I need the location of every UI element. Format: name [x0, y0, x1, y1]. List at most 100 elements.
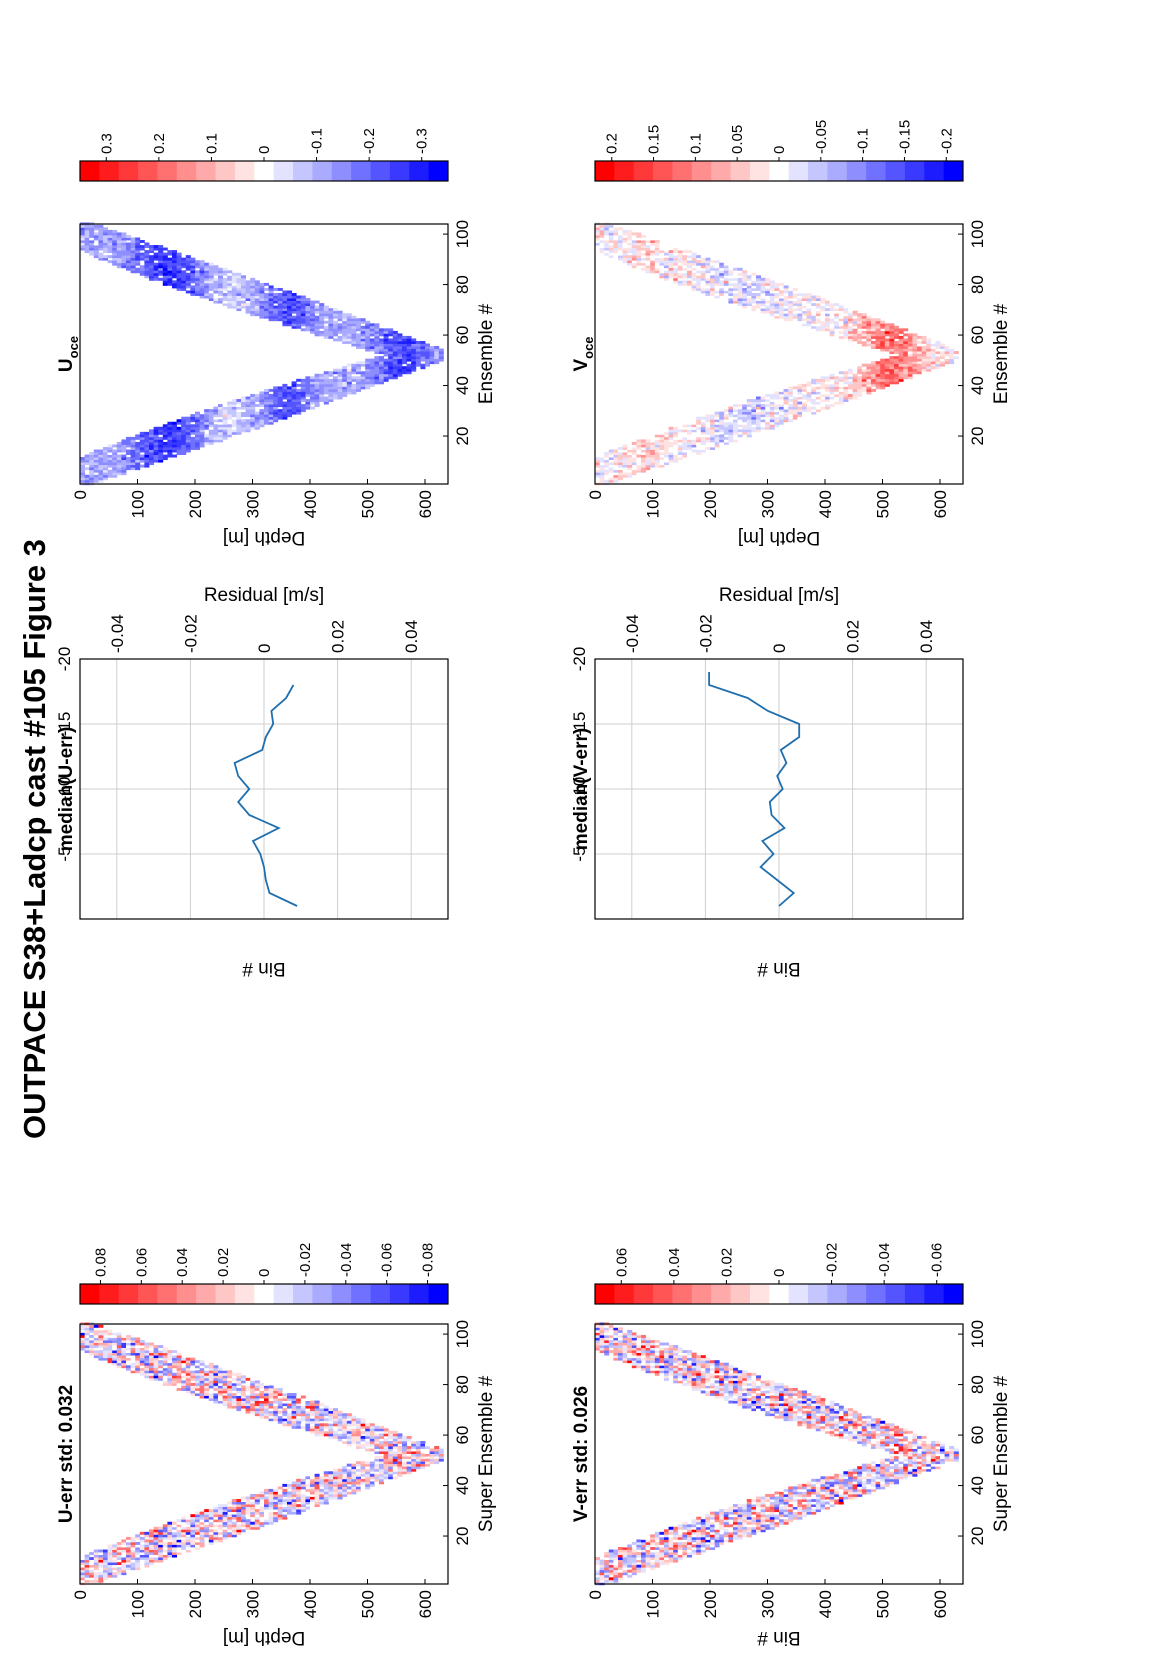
heatmap-cell	[227, 1501, 233, 1505]
heatmap-cell	[411, 1446, 417, 1449]
heatmap-cell	[139, 255, 145, 259]
heatmap-cell	[273, 298, 279, 301]
heatmap-cell	[627, 1559, 633, 1563]
heatmap-cell	[636, 1559, 642, 1563]
heatmap-cell	[259, 315, 265, 319]
heatmap-cell	[93, 479, 99, 483]
heatmap-cell	[857, 1486, 863, 1490]
heatmap-cell	[204, 1382, 210, 1386]
heatmap-cell	[254, 1496, 260, 1500]
u-oce-title: Uoce	[56, 336, 81, 372]
heatmap-cell	[172, 1382, 177, 1386]
heatmap-cell	[264, 1521, 269, 1525]
heatmap-cell	[388, 346, 394, 349]
heatmap-cell	[84, 250, 90, 254]
heatmap-cell	[112, 454, 118, 458]
heatmap-cell	[236, 1516, 242, 1520]
heatmap-cell	[351, 325, 357, 329]
heatmap-cell	[89, 1562, 95, 1566]
colorbar-swatch	[196, 161, 217, 181]
heatmap-cell	[199, 1375, 205, 1379]
heatmap-cell	[351, 1438, 357, 1442]
heatmap-cell	[273, 1511, 279, 1515]
heatmap-cell	[204, 295, 210, 299]
heatmap-cell	[135, 250, 141, 254]
heatmap-cell	[273, 1493, 279, 1497]
heatmap-cell	[356, 1423, 361, 1427]
heatmap-cell	[305, 1499, 311, 1502]
heatmap-cell	[802, 1509, 807, 1513]
heatmap-cell	[287, 1493, 292, 1497]
heatmap-cell	[314, 1501, 320, 1505]
heatmap-cell	[144, 431, 150, 435]
heatmap-cell	[314, 1405, 320, 1409]
heatmap-cell	[719, 1511, 725, 1515]
heatmap-cell	[392, 1453, 398, 1457]
heatmap-cell	[949, 1458, 955, 1462]
heatmap-cell	[861, 1440, 867, 1444]
heatmap-cell	[80, 472, 85, 476]
heatmap-cell	[199, 275, 205, 279]
heatmap-cell	[369, 1440, 375, 1444]
heatmap-cell	[328, 1428, 334, 1432]
heatmap-cell	[843, 1471, 849, 1475]
heatmap-cell	[843, 1415, 849, 1419]
heatmap-cell	[829, 1415, 835, 1419]
heatmap-cell	[162, 1382, 168, 1386]
heatmap-cell	[204, 436, 210, 440]
heatmap-cell	[411, 1463, 417, 1467]
heatmap-cell	[880, 1435, 886, 1439]
heatmap-cell	[645, 1541, 651, 1545]
y-tick-label: -5	[55, 846, 74, 861]
heatmap-cell	[277, 303, 283, 307]
heatmap-cell	[300, 1395, 306, 1399]
heatmap-cell	[834, 1473, 840, 1477]
heatmap-cell	[287, 290, 292, 294]
heatmap-cell	[112, 449, 118, 453]
heatmap-cell	[227, 426, 233, 430]
heatmap-cell	[291, 1493, 297, 1497]
heatmap-cell	[907, 1468, 913, 1472]
heatmap-cell	[337, 335, 343, 339]
heatmap-cell	[737, 1506, 743, 1510]
heatmap-cell	[80, 1569, 85, 1573]
heatmap-cell	[144, 250, 150, 254]
heatmap-cell	[167, 444, 173, 448]
heatmap-cell	[213, 1539, 219, 1543]
heatmap-cell	[241, 303, 246, 307]
heatmap-cell	[195, 1370, 200, 1374]
heatmap-cell	[852, 1471, 858, 1475]
heatmap-cell	[98, 479, 104, 483]
heatmap-cell	[622, 1549, 628, 1553]
heatmap-cell	[815, 1486, 821, 1490]
heatmap-cell	[144, 1564, 150, 1568]
heatmap-cell	[112, 240, 118, 243]
heatmap-cell	[894, 1428, 899, 1432]
heatmap-cell	[861, 1473, 867, 1477]
heatmap-cell	[264, 313, 269, 317]
u-oce-cells	[80, 222, 444, 486]
heatmap-cell	[213, 272, 219, 276]
heatmap-cell	[903, 1473, 909, 1477]
heatmap-cell	[420, 1458, 426, 1462]
heatmap-cell	[383, 1473, 389, 1477]
heatmap-cell	[250, 298, 256, 301]
heatmap-cell	[195, 293, 200, 296]
heatmap-cell	[935, 1466, 941, 1470]
heatmap-cell	[158, 1536, 164, 1540]
heatmap-cell	[176, 1380, 182, 1384]
heatmap-cell	[172, 1526, 177, 1530]
heatmap-cell	[199, 1385, 205, 1389]
heatmap-cell	[388, 1471, 394, 1475]
heatmap-cell	[811, 1423, 817, 1427]
heatmap-cell	[213, 300, 219, 304]
heatmap-cell	[668, 1549, 674, 1553]
heatmap-cell	[760, 1516, 766, 1520]
heatmap-cell	[204, 1514, 210, 1518]
heatmap-cell	[848, 1415, 853, 1419]
heatmap-cell	[756, 1509, 761, 1513]
heatmap-cell	[383, 1440, 389, 1444]
heatmap-cell	[98, 240, 104, 243]
heatmap-cell	[673, 1534, 679, 1538]
heatmap-cell	[204, 1387, 210, 1391]
